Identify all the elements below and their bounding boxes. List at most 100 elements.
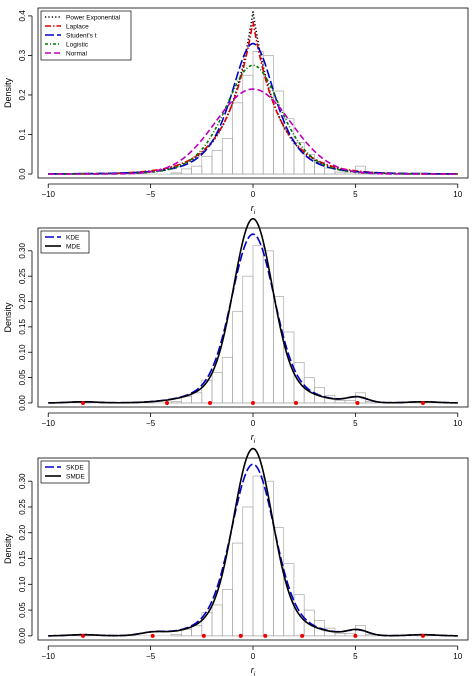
data-point [150,633,155,638]
x-axis-title: ri [251,432,256,445]
histogram-bar [242,275,254,404]
legend-label: KDE [66,234,80,241]
x-tick-label: 10 [453,419,462,428]
x-axis-title: ri [251,665,256,676]
histogram [48,245,458,404]
y-tick-label: 0.20 [18,524,27,540]
x-tick-label: 5 [353,190,358,199]
data-point [263,633,268,638]
density-curves [48,11,458,175]
histogram-bar [211,372,223,404]
x-axis-title-main: r [251,203,255,213]
density-curves [48,447,458,637]
x-tick-label: 0 [251,419,256,428]
x-tick-label: −5 [146,419,156,428]
x-axis-title: ri [251,203,256,216]
x-axis-title-subscript: i [254,209,256,216]
series-line-1 [48,217,458,404]
x-tick-label: 5 [353,652,358,661]
data-point [294,400,298,405]
series-line-4 [48,88,458,175]
legend-label: Student's t [66,32,97,39]
histogram-bar [252,51,264,175]
plot-frame [37,227,469,408]
histogram-bar [242,506,254,637]
y-axis: 0.00 0.05 0.10 0.15 0.20 0.25 0.30 Density [3,242,33,411]
histogram [48,51,458,175]
y-tick-label: 0.10 [18,344,27,360]
histogram-bar [334,400,346,404]
x-tick-label: −5 [146,190,156,199]
y-tick-label: 0.00 [18,628,27,644]
density-curves [48,217,458,404]
histogram-bar [191,392,203,404]
data-points [81,633,425,638]
data-point [420,633,425,638]
y-axis-title: Density [3,533,13,564]
y-tick-label: 0.05 [18,369,27,385]
data-point [238,633,243,638]
histogram-bar [242,74,254,175]
data-point [300,633,305,638]
y-tick-label: 0.10 [18,576,27,592]
y-tick-label: 0.1 [18,128,27,140]
y-tick-label: 0.15 [18,319,27,335]
histogram-bar [273,296,285,404]
y-tick-label: 0.2 [18,89,27,101]
histogram-bar [273,90,285,175]
x-tick-label: −10 [41,652,55,661]
y-tick-label: 0.30 [18,242,27,258]
histogram-bar [211,149,223,175]
series-line-1 [48,447,458,637]
chart-panel-2: −10 −5 0 5 10 ri 0.00 0.05 0.10 0.15 0.20 0.25 0.30 D… [3,217,469,445]
y-tick-label: 0.20 [18,293,27,309]
data-point [81,633,86,638]
y-tick-label: 0.0 [18,168,27,180]
x-axis: −10 −5 0 5 10 ri [41,645,463,676]
legend-box [40,10,132,61]
legend-box [40,230,90,254]
chart-panel-1: −10 −5 0 5 10 ri 0.0 0.1 0.2 0.3 0.4 Density Power E… [3,7,469,216]
x-tick-label: 10 [453,190,462,199]
data-point [165,400,169,405]
y-tick-label: 0.05 [18,602,27,618]
histogram-bar [221,356,233,404]
y-axis-title: Density [3,77,13,108]
legend: SKDE SMDE [40,460,90,484]
legend: KDE MDE [40,230,90,254]
data-point [420,400,425,405]
x-tick-label: 10 [453,652,462,661]
legend-label: Normal [66,50,88,57]
chart-panel-3: −10 −5 0 5 10 ri 0.00 0.05 0.10 0.15 0.20 0.25 0.30 D… [3,447,469,676]
histogram-bar [191,165,203,175]
legend-label: Power Exponential [66,14,121,21]
y-tick-label: 0.00 [18,395,27,411]
x-axis-title-main: r [251,432,255,442]
legend-label: Logistic [66,41,89,48]
x-axis-title-subscript: i [254,671,256,676]
legend: Power Exponential Laplace Student's t Logis… [40,10,132,61]
y-axis-title: Density [3,302,13,333]
x-tick-label: 0 [251,190,256,199]
data-point [81,400,86,405]
y-tick-label: 0.25 [18,268,27,284]
histogram-bar [252,245,264,404]
x-tick-label: 5 [353,419,358,428]
histogram-bar [334,632,346,637]
histogram-bar [232,102,244,175]
x-axis-title-subscript: i [254,438,256,445]
y-tick-label: 0.25 [18,499,27,515]
legend-label: Laplace [66,23,89,30]
plot-frame [37,457,469,641]
histogram-bar [273,527,285,637]
x-axis-title-main: r [251,665,255,675]
histogram-bar [344,400,356,404]
data-point [353,633,358,638]
x-tick-label: −5 [146,652,156,661]
histogram-bar [221,138,233,175]
data-point [208,400,212,405]
plot-frame [37,7,469,179]
data-points [81,400,425,405]
y-tick-label: 0.4 [18,10,27,22]
legend-label: SKDE [66,464,84,471]
